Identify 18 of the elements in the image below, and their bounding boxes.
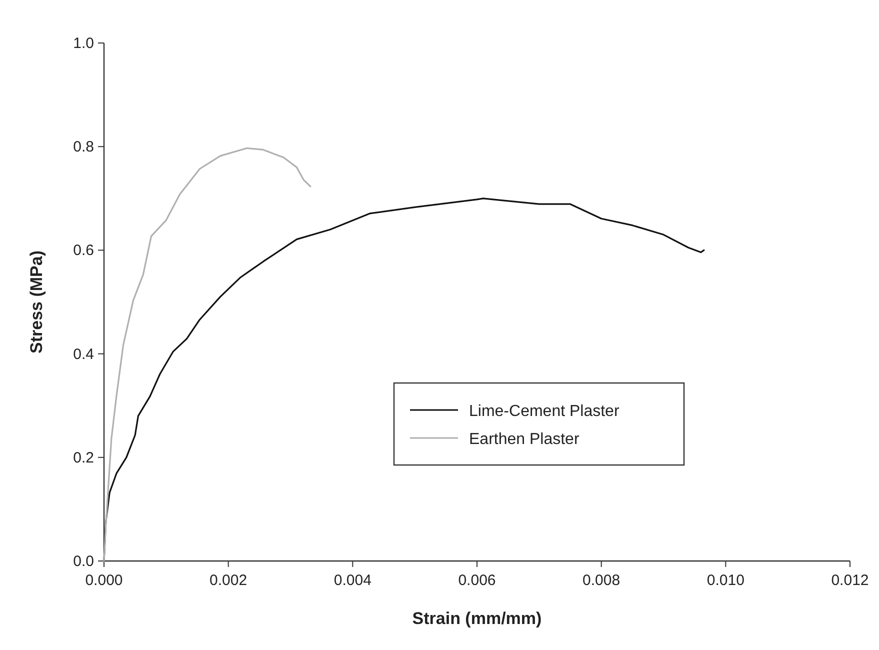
x-axis-title: Strain (mm/mm) xyxy=(412,609,542,628)
x-tick-label: 0.008 xyxy=(582,572,620,589)
y-tick-label: 0.0 xyxy=(73,553,94,570)
x-tick-label: 0.000 xyxy=(85,572,123,589)
x-tick-label: 0.006 xyxy=(458,572,496,589)
legend-label: Lime-Cement Plaster xyxy=(469,403,620,420)
x-tick-label: 0.004 xyxy=(334,572,372,589)
y-tick-label: 0.2 xyxy=(73,449,94,466)
x-tick-label: 0.010 xyxy=(706,572,744,589)
x-tick-label: 0.002 xyxy=(210,572,248,589)
y-tick-label: 0.4 xyxy=(73,346,94,363)
y-tick-label: 0.8 xyxy=(73,138,94,156)
line-series xyxy=(103,147,312,562)
y-axis-title: Stress (MPa) xyxy=(27,250,46,354)
legend-label: Earthen Plaster xyxy=(469,431,580,448)
y-tick-label: 0.6 xyxy=(73,242,94,260)
y-tick-label: 1.0 xyxy=(73,35,94,52)
x-tick-label: 0.012 xyxy=(831,572,869,589)
